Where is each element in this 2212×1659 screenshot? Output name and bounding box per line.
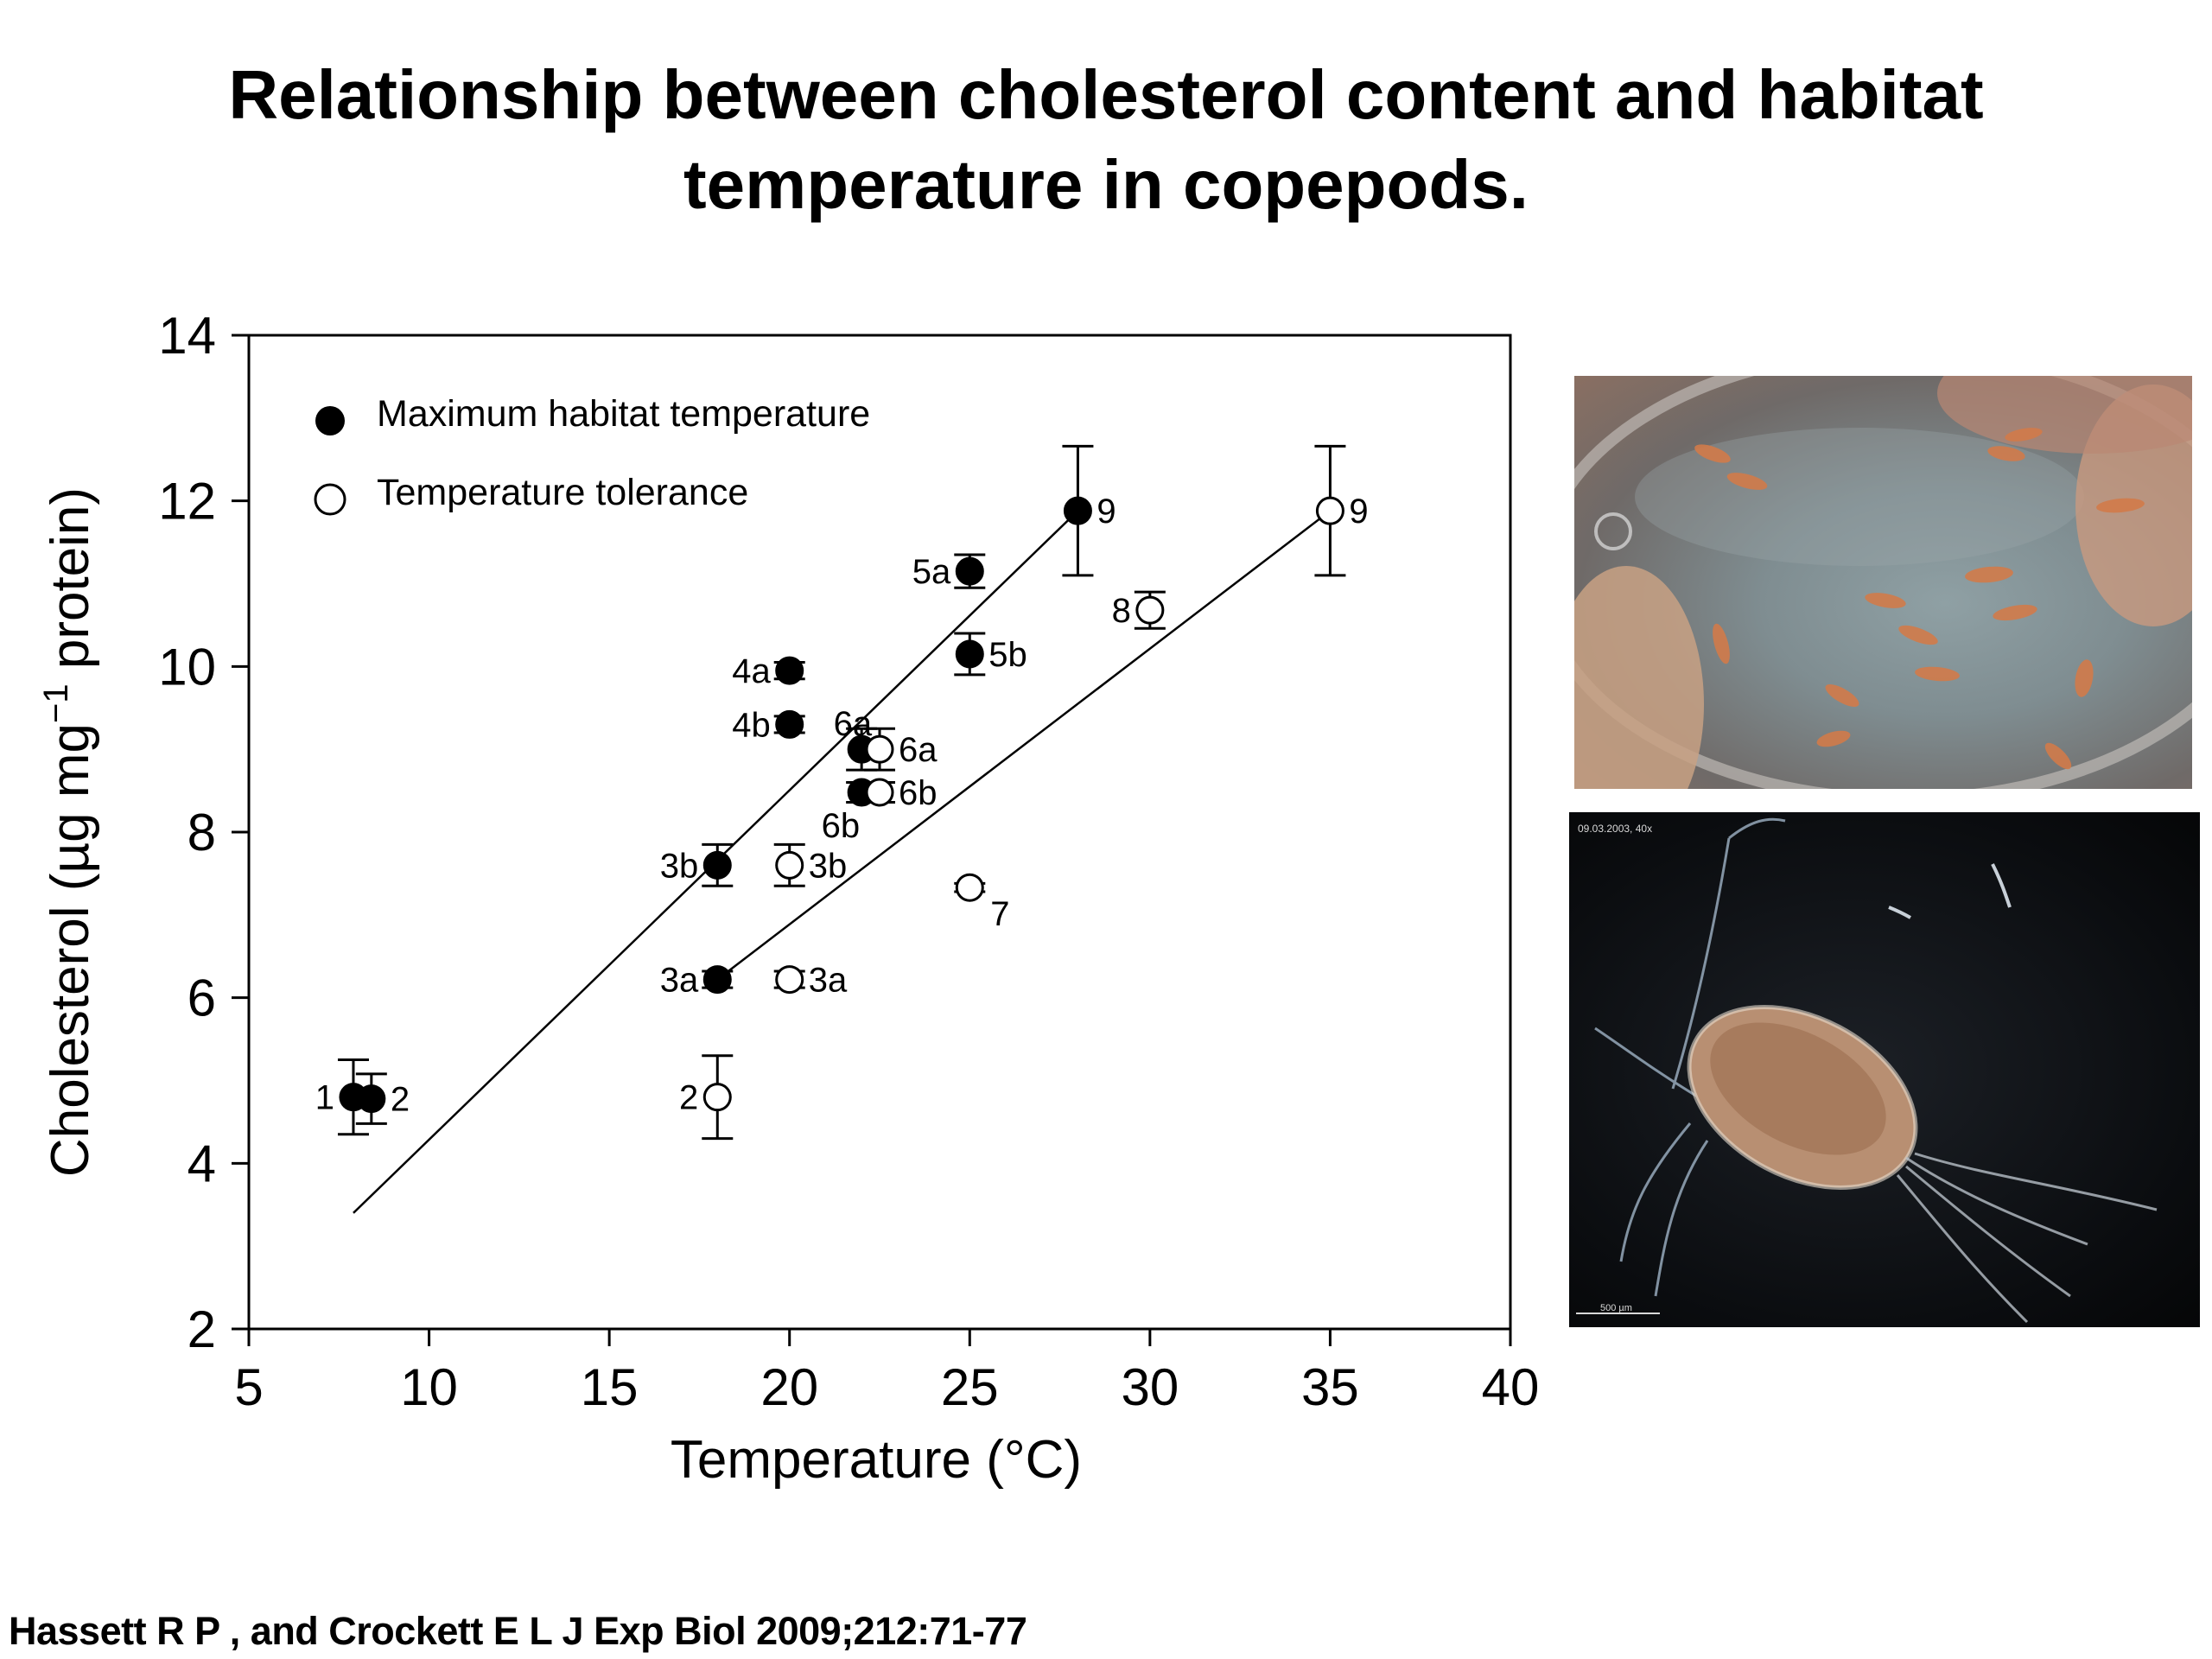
legend-label-max-habitat: Maximum habitat temperature (377, 393, 870, 435)
fit-line-tolerance (716, 510, 1332, 981)
y-tick-label: 14 (158, 307, 216, 365)
y-axis-title-mu: µ (41, 842, 100, 874)
filled-point (702, 965, 732, 995)
point-label: 6a (899, 731, 938, 769)
scale-bar-label: 500 µm (1600, 1303, 1632, 1313)
open-point (955, 873, 984, 902)
citation: Hassett R P , and Crockett E L J Exp Bio… (9, 1609, 1027, 1653)
filled-point (955, 556, 984, 586)
open-point (775, 965, 804, 995)
y-tick-label: 10 (158, 638, 216, 696)
photo-caption: 09.03.2003, 40x (1578, 823, 1653, 835)
point-label: 3b (660, 847, 699, 885)
point-label: 6b (822, 807, 861, 845)
point-label: 5b (988, 636, 1027, 674)
filled-point (357, 1084, 386, 1114)
point-labels: 1 2 3a 3b 4a 4b 5a 5b 6a 6b 9 2 3a 3b 6a 6b 7 8 9 (315, 493, 1369, 1118)
open-point (865, 734, 894, 764)
filled-point (702, 850, 732, 880)
filled-point (955, 639, 984, 669)
filled-point (775, 656, 804, 685)
x-axis-title: Temperature (°C) (671, 1430, 1082, 1490)
point-label: 1 (315, 1079, 334, 1117)
error-bars (337, 444, 1346, 1141)
point-label: 4b (732, 706, 771, 744)
legend-label-tolerance: Temperature tolerance (377, 472, 748, 513)
legend-open-marker (314, 483, 346, 516)
point-label: 9 (1096, 493, 1116, 531)
x-tick-label: 20 (760, 1358, 818, 1416)
point-label: 3a (660, 962, 699, 1000)
title-line-1: Relationship between cholesterol content… (228, 56, 1984, 133)
y-axis-title-part-2: g mg (41, 723, 100, 842)
point-label: 3a (809, 962, 848, 1000)
y-tick-label: 8 (188, 804, 216, 861)
y-axis-title-part-1: Cholesterol ( (41, 873, 100, 1177)
x-axis: 5 10 15 20 25 30 35 40 (234, 1329, 1539, 1416)
filled-point (1063, 496, 1092, 525)
open-point (775, 850, 804, 880)
y-axis-title: Cholesterol (µg mg−1 protein) (37, 487, 100, 1177)
x-tick-label: 15 (581, 1358, 639, 1416)
point-label: 7 (990, 895, 1009, 933)
y-tick-label: 6 (188, 969, 216, 1027)
point-label: 2 (391, 1081, 410, 1119)
x-tick-label: 40 (1482, 1358, 1540, 1416)
point-label: 5a (912, 553, 951, 591)
point-label: 4a (732, 652, 771, 690)
x-tick-label: 10 (400, 1358, 458, 1416)
legend: Maximum habitat temperature Temperature … (314, 393, 870, 516)
point-label: 9 (1349, 493, 1368, 531)
y-axis: 2 4 6 8 10 12 14 (158, 307, 249, 1358)
title-line-2: temperature in copepods. (683, 146, 1529, 223)
y-tick-label: 2 (188, 1300, 216, 1358)
copepod-micrograph-photo: 09.03.2003, 40x 500 µm (1569, 812, 2200, 1327)
point-label: 2 (679, 1079, 698, 1117)
open-point (702, 1083, 732, 1112)
filled-point (775, 709, 804, 739)
point-label: 6a (834, 705, 873, 743)
point-label: 8 (1112, 592, 1131, 630)
y-axis-title-superscript: −1 (37, 683, 75, 723)
open-point (865, 778, 894, 807)
y-axis-title-part-3: protein) (41, 487, 100, 683)
point-label: 6b (899, 774, 938, 812)
x-tick-label: 35 (1301, 1358, 1359, 1416)
legend-filled-marker (315, 406, 345, 435)
data-markers (339, 496, 1344, 1114)
open-point (1315, 496, 1344, 525)
point-label: 3b (809, 847, 848, 885)
x-tick-label: 30 (1121, 1358, 1179, 1416)
copepods-in-dish-photo (1574, 376, 2192, 789)
slide-title: Relationship between cholesterol content… (138, 50, 2074, 230)
x-tick-label: 25 (941, 1358, 999, 1416)
y-tick-label: 4 (188, 1135, 216, 1192)
x-tick-label: 5 (234, 1358, 263, 1416)
y-tick-label: 12 (158, 473, 216, 531)
open-point (1135, 595, 1165, 625)
